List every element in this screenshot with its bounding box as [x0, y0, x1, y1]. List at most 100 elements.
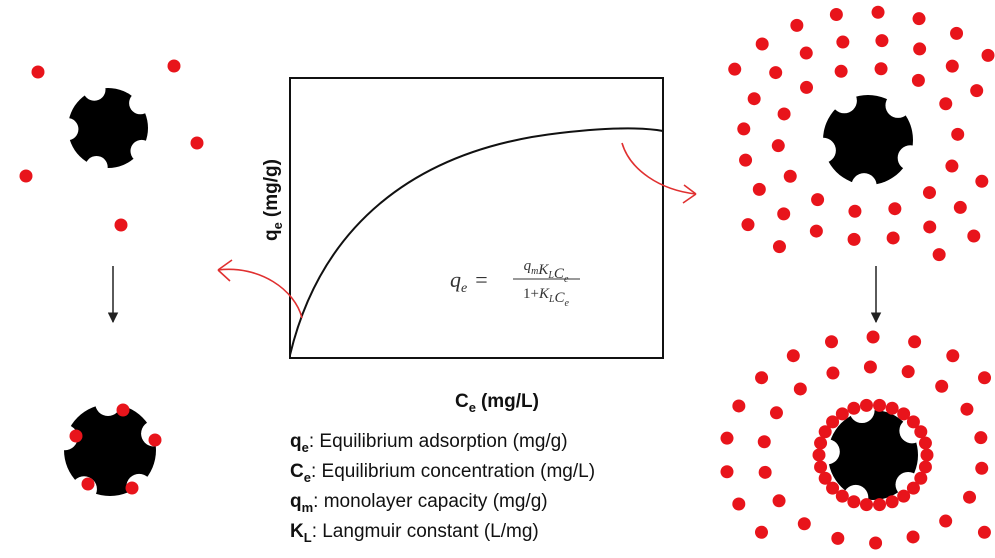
adsorbate	[755, 37, 769, 51]
adsorbate	[818, 425, 832, 439]
adsorbate	[885, 401, 899, 415]
adsorbate	[771, 139, 785, 153]
legend-item: qe: Equilibrium adsorption (mg/g)	[290, 431, 568, 455]
subscript: e	[302, 440, 309, 455]
adsorbate	[834, 64, 848, 78]
adsorbate	[809, 224, 823, 238]
adsorbate	[859, 398, 873, 412]
legend: qe: Equilibrium adsorption (mg/g) Ce: Equ…	[290, 431, 595, 545]
description: : Equilibrium concentration (mg/L)	[311, 461, 595, 482]
adsorbate	[970, 84, 984, 98]
adsorbate	[732, 497, 746, 511]
adsorbate	[847, 401, 861, 415]
unit: (mg/g)	[261, 159, 282, 217]
adsorbate	[866, 330, 880, 344]
symbol: C	[554, 266, 565, 282]
symbol: K	[538, 286, 550, 302]
adsorbate	[818, 471, 832, 485]
adsorbate	[811, 193, 825, 207]
adsorbate	[873, 398, 887, 412]
adsorbate	[906, 415, 920, 429]
subscript: e	[564, 274, 569, 285]
adsorbate	[728, 62, 742, 76]
adsorbate	[720, 431, 734, 445]
adsorbate	[951, 127, 965, 141]
adsorbate	[906, 481, 920, 495]
adsorbate	[939, 514, 953, 528]
adsorbate	[945, 159, 959, 173]
adsorbate	[800, 80, 814, 94]
adsorbate	[826, 481, 840, 495]
equation: qe = qmKLCe 1+KLCe	[450, 258, 580, 309]
symbol: C	[290, 461, 304, 482]
layout	[19, 5, 995, 550]
adsorbate	[797, 517, 811, 531]
description: : monolayer capacity (mg/g)	[313, 491, 547, 512]
subscript: e	[461, 281, 467, 296]
legend-item: Ce: Equilibrium concentration (mg/L)	[290, 461, 595, 485]
adsorbate	[125, 481, 139, 495]
isotherm-curve	[289, 127, 664, 356]
adsorbate	[116, 403, 130, 417]
symbol: q	[290, 431, 302, 452]
adsorbate	[946, 349, 960, 363]
adsorbate	[847, 232, 861, 246]
adsorbate	[812, 448, 826, 462]
symbol: q	[524, 258, 532, 274]
adsorbate	[932, 248, 946, 262]
adsorbate	[757, 435, 771, 449]
adsorbate	[19, 169, 33, 183]
adsorbate	[922, 186, 936, 200]
adsorbate	[754, 525, 768, 539]
pore	[56, 117, 79, 141]
adsorbate	[826, 415, 840, 429]
adsorbate	[747, 92, 761, 106]
adsorbate	[114, 218, 128, 232]
adsorbate	[981, 48, 995, 62]
unit: (mg/L)	[481, 391, 539, 412]
adsorbate	[945, 59, 959, 73]
adsorbate	[897, 407, 911, 421]
pore	[885, 92, 911, 118]
adsorbate	[777, 107, 791, 121]
adsorbate	[885, 495, 899, 509]
pore	[83, 78, 106, 101]
plot-frame	[289, 77, 664, 359]
adsorbate	[914, 425, 928, 439]
pore	[85, 155, 108, 179]
adsorbate	[69, 429, 83, 443]
red-arrow-right	[621, 142, 697, 204]
adsorbate	[826, 366, 840, 380]
adsorbate	[963, 490, 977, 504]
adsorbate	[799, 46, 813, 60]
adsorbate	[960, 402, 974, 416]
pore	[51, 424, 78, 451]
symbol: C	[555, 290, 566, 306]
adsorbate	[769, 406, 783, 420]
adsorbate	[863, 360, 877, 374]
adsorbate	[81, 477, 95, 491]
pore	[95, 390, 121, 417]
adsorbate	[732, 399, 746, 413]
adsorbate	[783, 169, 797, 183]
adsorbate	[975, 174, 989, 188]
red-arrow-left	[217, 259, 303, 319]
subscript: e	[565, 298, 570, 309]
adsorbate	[190, 136, 204, 150]
prefix: 1+	[523, 286, 539, 302]
adsorbate	[906, 530, 920, 544]
adsorbate	[886, 231, 900, 245]
adsorbate	[953, 200, 967, 214]
subscript: e	[304, 470, 311, 485]
adsorbate	[814, 436, 828, 450]
adsorbate	[836, 35, 850, 49]
adsorbate	[31, 65, 45, 79]
adsorbate	[874, 62, 888, 76]
numerator: qmKLCe	[524, 258, 569, 285]
adsorbate	[918, 436, 932, 450]
adsorbate	[835, 407, 849, 421]
symbol: C	[455, 391, 469, 412]
adsorbate	[739, 153, 753, 167]
denominator: 1+KLCe	[523, 286, 570, 309]
adsorbate	[835, 489, 849, 503]
